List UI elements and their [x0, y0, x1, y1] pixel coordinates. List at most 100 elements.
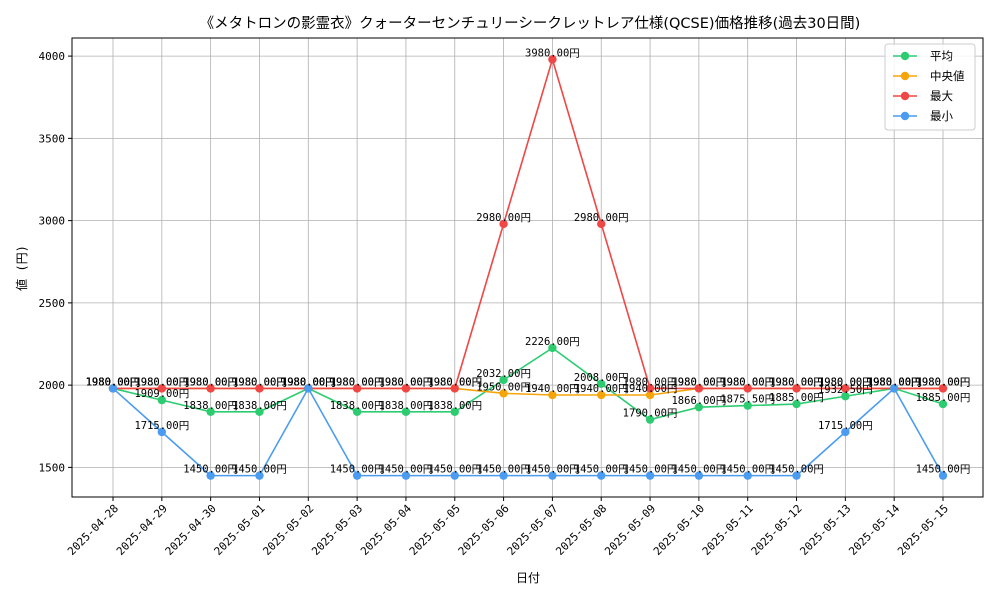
data-point [450, 384, 459, 393]
data-label: 1450.00円 [769, 464, 824, 476]
data-label-layer: 1980.00円1909.00円1838.00円1838.00円1980.00円… [86, 47, 971, 475]
legend-marker [900, 51, 910, 61]
data-label: 1980.00円 [183, 376, 238, 388]
data-point [548, 390, 557, 400]
data-label: 1980.00円 [720, 376, 775, 388]
data-label: 3980.00円 [525, 47, 580, 59]
data-point [597, 390, 606, 400]
data-point [157, 384, 167, 393]
data-label: 1980.00円 [769, 376, 824, 388]
data-label: 1940.00円 [623, 383, 678, 395]
data-point [499, 219, 508, 229]
data-point [255, 384, 264, 393]
series-line-2 [113, 56, 943, 390]
data-point [548, 471, 557, 480]
data-point [938, 384, 948, 393]
data-point [401, 471, 411, 480]
data-label: 1980.00円 [232, 376, 287, 388]
data-point [304, 384, 313, 393]
data-label: 1980.00円 [867, 376, 922, 388]
data-label: 1450.00円 [183, 464, 238, 476]
data-point [352, 384, 362, 393]
data-label: 1980.00円 [671, 376, 726, 388]
data-label: 1450.00円 [525, 464, 580, 476]
data-label: 1932.50円 [818, 384, 873, 396]
data-label: 2226.00円 [525, 336, 580, 348]
data-point [499, 375, 508, 385]
data-point [841, 427, 850, 437]
data-point [645, 471, 655, 480]
data-label: 1980.00円 [86, 376, 141, 388]
data-point [792, 399, 801, 409]
data-point [743, 401, 752, 410]
data-label: 1450.00円 [720, 464, 775, 476]
data-point [255, 471, 264, 480]
data-point [352, 407, 362, 416]
y-tick-label: 2500 [39, 297, 66, 310]
data-label: 1980.00円 [86, 376, 141, 388]
data-label: 1950.00円 [476, 381, 531, 393]
data-point [548, 343, 557, 353]
data-point [645, 415, 655, 424]
data-label: 1980.00円 [427, 376, 482, 388]
data-label: 1980.00円 [916, 376, 971, 388]
data-point [206, 384, 215, 393]
y-tick-label: 1500 [39, 461, 66, 474]
data-label: 1450.00円 [232, 464, 287, 476]
data-label: 1450.00円 [916, 464, 971, 476]
data-label: 1980.00円 [134, 376, 189, 388]
data-label: 1450.00円 [574, 464, 629, 476]
series-layer [108, 55, 948, 480]
data-label: 1838.00円 [330, 400, 385, 412]
data-point [401, 407, 411, 416]
series-line-0 [112, 346, 944, 421]
data-label: 1980.00円 [867, 376, 922, 388]
legend-marker [900, 71, 910, 81]
data-label: 1980.00円 [281, 376, 336, 388]
data-point [157, 395, 167, 405]
data-label: 1980.00円 [281, 376, 336, 388]
data-label: 1980.00円 [769, 376, 824, 388]
chart-title: 《メタトロンの影霊衣》クォーターセンチュリーシークレットレア仕様(QCSE)価格… [200, 15, 861, 32]
data-label: 1980.00円 [427, 376, 482, 388]
data-point [499, 471, 508, 480]
data-point [645, 384, 655, 393]
data-label: 1885.00円 [769, 392, 824, 404]
data-label: 1940.00円 [525, 383, 580, 395]
data-label: 1980.00円 [818, 376, 873, 388]
data-label: 1875.50円 [720, 394, 775, 406]
y-tick-label: 4000 [39, 50, 66, 63]
y-axis-label: 値 (円) [14, 245, 29, 291]
data-label: 1980.00円 [867, 376, 922, 388]
data-label: 1980.00円 [818, 376, 873, 388]
data-point [938, 399, 948, 409]
data-label: 1450.00円 [623, 464, 678, 476]
data-label: 2008.00円 [574, 372, 629, 384]
data-label: 1980.00円 [232, 376, 287, 388]
data-point [889, 384, 899, 393]
data-point [841, 392, 850, 401]
data-label: 2032.00円 [476, 368, 531, 380]
data-label: 1450.00円 [476, 464, 531, 476]
data-label: 1980.00円 [86, 376, 141, 388]
data-label: 1980.00円 [183, 376, 238, 388]
data-label: 1980.00円 [916, 376, 971, 388]
data-point [792, 471, 801, 480]
data-point [938, 471, 948, 480]
legend-label: 最小 [930, 109, 953, 123]
grid-layer [72, 38, 983, 497]
legend-marker [900, 91, 910, 101]
data-point [450, 471, 459, 480]
data-label: 2980.00円 [574, 212, 629, 224]
data-point [694, 471, 704, 480]
data-label: 1866.00円 [671, 395, 726, 407]
data-point [597, 379, 606, 389]
data-label: 1940.00円 [574, 383, 629, 395]
data-label: 1909.00円 [134, 388, 189, 400]
data-label: 1838.00円 [427, 400, 482, 412]
data-point [743, 384, 752, 393]
data-point [499, 389, 508, 398]
